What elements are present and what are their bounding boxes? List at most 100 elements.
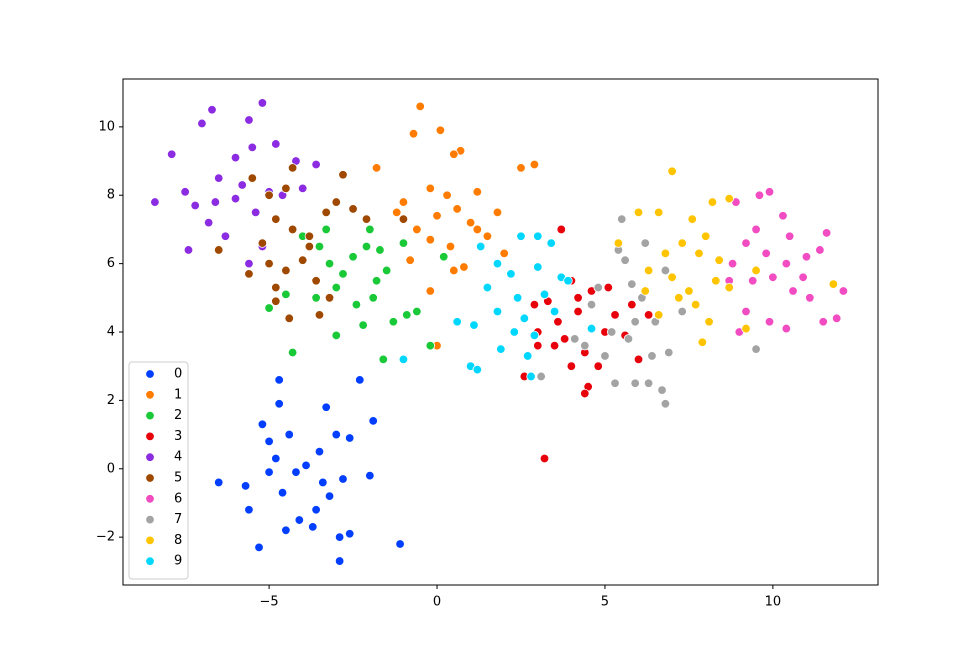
point: [439, 252, 449, 262]
legend-label: 1: [174, 387, 182, 402]
point: [764, 187, 775, 197]
legend-label: 7: [174, 512, 182, 527]
y-tick-label: 8: [107, 188, 115, 203]
point: [214, 477, 224, 488]
point: [660, 399, 671, 409]
point: [257, 98, 268, 108]
point: [324, 293, 335, 303]
point: [398, 214, 409, 224]
point: [492, 207, 503, 218]
point: [220, 231, 231, 241]
point: [828, 279, 839, 289]
point: [304, 241, 315, 252]
legend-label: 9: [174, 554, 182, 569]
point: [425, 183, 436, 194]
point: [388, 317, 399, 327]
point: [311, 276, 321, 286]
point: [778, 211, 788, 221]
legend-label: 4: [174, 450, 182, 465]
point: [271, 282, 281, 293]
point: [314, 310, 325, 320]
point: [415, 101, 425, 112]
point: [751, 224, 761, 235]
point: [549, 340, 560, 351]
point: [764, 317, 775, 327]
point: [831, 313, 842, 324]
point: [751, 265, 761, 276]
point: [250, 207, 261, 218]
point: [533, 262, 543, 272]
point: [660, 265, 671, 276]
point: [630, 317, 640, 327]
point: [381, 265, 392, 276]
point: [254, 542, 264, 553]
point: [247, 142, 258, 153]
point: [345, 433, 355, 443]
point: [627, 279, 637, 289]
point: [821, 228, 832, 238]
point: [559, 334, 570, 344]
point: [190, 200, 200, 211]
y-tick-label: 0: [107, 461, 115, 476]
point: [640, 238, 650, 248]
point: [291, 467, 301, 477]
point: [465, 217, 476, 228]
point: [318, 477, 328, 488]
legend-label: 5: [174, 471, 182, 486]
point: [694, 248, 704, 259]
point: [643, 310, 654, 320]
point: [311, 505, 321, 515]
legend-marker: [145, 431, 155, 442]
point: [334, 532, 345, 542]
point: [539, 289, 550, 300]
point: [533, 231, 543, 241]
point: [378, 354, 388, 365]
point: [281, 183, 291, 194]
point: [472, 364, 483, 375]
point: [801, 252, 812, 262]
point: [751, 344, 761, 354]
point: [509, 327, 519, 337]
point: [264, 258, 274, 269]
x-tick-label: 0: [433, 595, 441, 610]
point: [358, 320, 368, 330]
point: [274, 399, 284, 409]
point: [395, 539, 405, 549]
point: [284, 429, 294, 440]
point: [355, 375, 365, 385]
point: [214, 173, 224, 183]
point: [748, 276, 758, 286]
point: [432, 211, 442, 221]
point: [496, 344, 506, 354]
point: [308, 522, 318, 532]
point: [761, 248, 771, 259]
point: [549, 306, 560, 317]
point: [667, 272, 677, 282]
point: [442, 190, 452, 200]
point: [264, 436, 274, 447]
point: [647, 351, 657, 361]
point: [392, 207, 402, 218]
point: [445, 241, 456, 252]
point: [371, 276, 382, 286]
point: [586, 299, 597, 310]
plot-area: [150, 98, 849, 566]
point: [331, 197, 341, 207]
point: [838, 286, 849, 296]
point: [784, 231, 795, 241]
point: [620, 255, 630, 265]
point: [301, 460, 311, 471]
point: [244, 115, 254, 125]
point: [707, 197, 718, 207]
point: [271, 453, 281, 464]
point: [704, 317, 714, 327]
point: [606, 327, 617, 337]
legend-box: [128, 361, 189, 580]
point: [586, 323, 597, 334]
point: [667, 166, 677, 177]
legend-label: 8: [174, 533, 182, 548]
legend-marker: [145, 494, 155, 504]
point: [529, 159, 540, 170]
point: [714, 255, 724, 265]
